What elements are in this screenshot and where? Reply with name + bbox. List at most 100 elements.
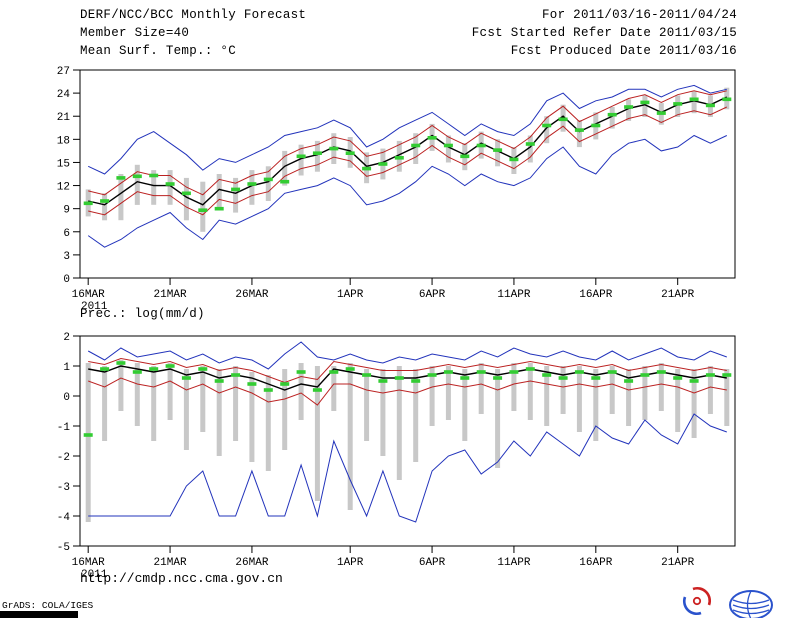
ensemble-spread-bar [445, 135, 451, 163]
ensemble-spread-bar [118, 174, 124, 221]
green-dash [525, 142, 535, 146]
y-tick-label: 2 [63, 332, 70, 344]
green-dash [591, 123, 601, 128]
produced-date-label: Fcst Produced Date 2011/03/16 [510, 44, 737, 58]
green-dash [722, 97, 732, 102]
ensemble-spread-bar [167, 363, 173, 420]
ensemble-spread-bar [380, 369, 386, 456]
green-dash [83, 201, 93, 206]
green-dash [345, 151, 355, 155]
member-size-label: Member Size=40 [80, 26, 190, 40]
green-dash [329, 370, 339, 374]
green-dash [378, 162, 388, 166]
ensemble-spread-bar [691, 369, 697, 438]
ensemble-spread-bar [265, 166, 271, 201]
green-dash [607, 370, 617, 374]
green-dash [132, 174, 142, 179]
ensemble-spread-bar [511, 363, 517, 411]
green-dash [509, 157, 519, 162]
y-tick-label: -2 [57, 452, 70, 464]
series-ensemble-mean [88, 96, 728, 206]
ensemble-spread-bar [576, 366, 582, 432]
ensemble-spread-bar [642, 95, 648, 117]
green-dash [378, 379, 388, 383]
ensemble-spread-bar [282, 369, 288, 450]
precipitation-chart-panel: -5 -4 -3 -2 -1 0 1 2 16MAR 21MAR 26MAR 1APR 6APR 11AP… [57, 332, 736, 581]
ensemble-spread-bar [445, 366, 451, 420]
plot-frame [79, 69, 736, 279]
chart-title: DERF/NCC/BCC Monthly Forecast [80, 8, 307, 22]
ensemble-spread-bar [216, 369, 222, 456]
green-dash [83, 433, 93, 437]
green-dash [149, 173, 159, 178]
green-dash [100, 367, 110, 371]
panel2-title: Prec.: log(mm/d) [80, 307, 205, 321]
ncc-logo [686, 568, 774, 618]
ensemble-spread-bar [216, 174, 222, 209]
green-dash [689, 379, 699, 383]
y-tick-label: 12 [57, 182, 70, 194]
series-lower-red-bound [88, 377, 727, 406]
green-dash [476, 143, 486, 148]
series-ensemble-max [87, 341, 727, 370]
green-dash [411, 379, 421, 383]
y-tick-label: 18 [57, 135, 70, 147]
refer-date-label: Fcst Started Refer Date 2011/03/15 [471, 26, 737, 40]
green-dash [181, 376, 191, 380]
x-tick-label: 6APR [419, 557, 446, 569]
grads-credit: GrADS: COLA/IGES [2, 600, 94, 611]
y-tick-label: -5 [57, 542, 70, 554]
ensemble-spread-bar [314, 366, 320, 501]
x-tick-label: 1APR [337, 557, 364, 569]
ensemble-spread-bar [691, 91, 697, 114]
ensemble-spread-bar [626, 369, 632, 426]
green-dash [280, 179, 290, 184]
green-dash [280, 382, 290, 386]
green-dash [362, 166, 372, 171]
ensemble-spread-bar [576, 120, 582, 148]
green-dash [181, 191, 191, 196]
x-tick-label: 6APR [419, 289, 446, 301]
green-dash [296, 370, 306, 374]
green-dash [198, 367, 208, 371]
green-dash [624, 379, 634, 383]
green-dash [673, 102, 683, 106]
green-dash [263, 177, 273, 182]
green-dash [362, 373, 372, 377]
green-dash [574, 370, 584, 374]
green-dash [705, 373, 715, 377]
green-dash [394, 376, 404, 380]
green-dash [165, 182, 175, 186]
green-dash [656, 111, 666, 115]
green-dash [640, 100, 650, 105]
ensemble-spread-bar [544, 366, 550, 426]
green-dash [460, 376, 470, 380]
green-dash [231, 373, 241, 377]
x-tick-label: 21APR [661, 289, 694, 301]
green-dash [231, 187, 241, 192]
green-dash [476, 370, 486, 374]
green-dash [312, 388, 322, 392]
green-dash [722, 373, 732, 377]
x-tick-label: 16MAR [72, 557, 105, 569]
ensemble-spread-bar [675, 95, 681, 117]
green-dash [247, 182, 257, 186]
ensemble-spread-bar [85, 363, 91, 522]
ensemble-spread-bar [413, 369, 419, 462]
x-tick-label: 16APR [579, 557, 612, 569]
y-tick-label: 0 [63, 274, 70, 286]
x-tick-label: 11APR [497, 557, 530, 569]
green-dash [214, 379, 224, 383]
green-dash [427, 373, 437, 377]
y-tick-label: -1 [57, 422, 71, 434]
x-tick-label: 26MAR [235, 557, 268, 569]
green-dash [574, 128, 584, 132]
ensemble-spread-bar [527, 135, 533, 163]
ensemble-spread-bar [593, 369, 599, 441]
ensemble-spread-bar [265, 375, 271, 471]
y-tick-label: 3 [63, 251, 70, 263]
y-tick-label: 27 [57, 66, 70, 78]
ensemble-spread-bar [314, 140, 320, 172]
green-dash [411, 143, 421, 148]
ensemble-spread-bar [200, 181, 206, 232]
